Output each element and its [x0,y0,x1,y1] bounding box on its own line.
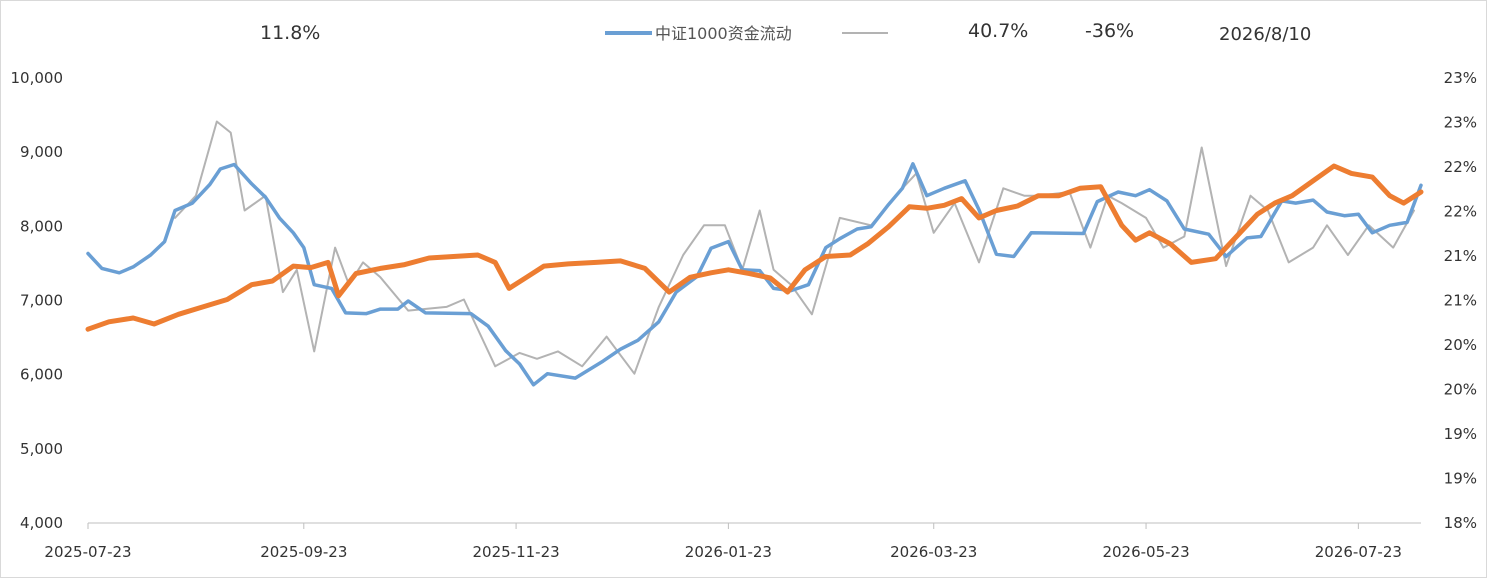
chart-legend: 中证1000资金流动 [605,24,888,43]
y-left-tick-label: 4,000 [20,514,63,532]
y-right-tick-label: 20% [1444,381,1477,399]
y-right-tick-label: 23% [1444,69,1477,87]
y-right-tick-label: 23% [1444,114,1477,132]
y-left-tick-label: 5,000 [20,440,63,458]
x-tick-label: 2025-09-23 [260,543,347,561]
series-line-2 [174,120,1415,375]
y-left-tick-label: 7,000 [20,292,63,310]
y-left-tick-label: 8,000 [20,217,63,235]
y-right-tick-label: 22% [1444,158,1477,176]
stat-label-2: 40.7% [968,20,1029,42]
y-right-tick-label: 19% [1444,425,1477,443]
stat-label-1: 11.8% [260,22,321,44]
plot-area [85,120,1424,387]
x-tick-label: 2026-03-23 [890,543,977,561]
y-left-tick-label: 6,000 [20,366,63,384]
y-right-tick-label: 19% [1444,470,1477,488]
x-tick-label: 2026-01-23 [685,543,772,561]
stat-label-3: -36% [1085,20,1135,42]
legend-label-series-1: 中证1000资金流动 [655,24,792,43]
y-left-tick-label: 9,000 [20,143,63,161]
x-tick-label: 2026-07-23 [1315,543,1402,561]
date-label: 2026/8/10 [1219,24,1312,45]
y-right-tick-label: 21% [1444,247,1477,265]
y-right-tick-label: 21% [1444,292,1477,310]
x-tick-label: 2026-05-23 [1102,543,1189,561]
y-left-tick-label: 10,000 [11,69,64,87]
x-tick-label: 2025-07-23 [44,543,131,561]
y-right-tick-label: 22% [1444,203,1477,221]
y-right-tick-label: 20% [1444,336,1477,354]
x-tick-label: 2025-11-23 [472,543,559,561]
y-right-tick-label: 18% [1444,514,1477,532]
series-line-3 [85,163,1424,332]
chart-axes: 2025-07-23 2025-09-23 2025-11-23 2026-01-23… [11,69,1478,561]
